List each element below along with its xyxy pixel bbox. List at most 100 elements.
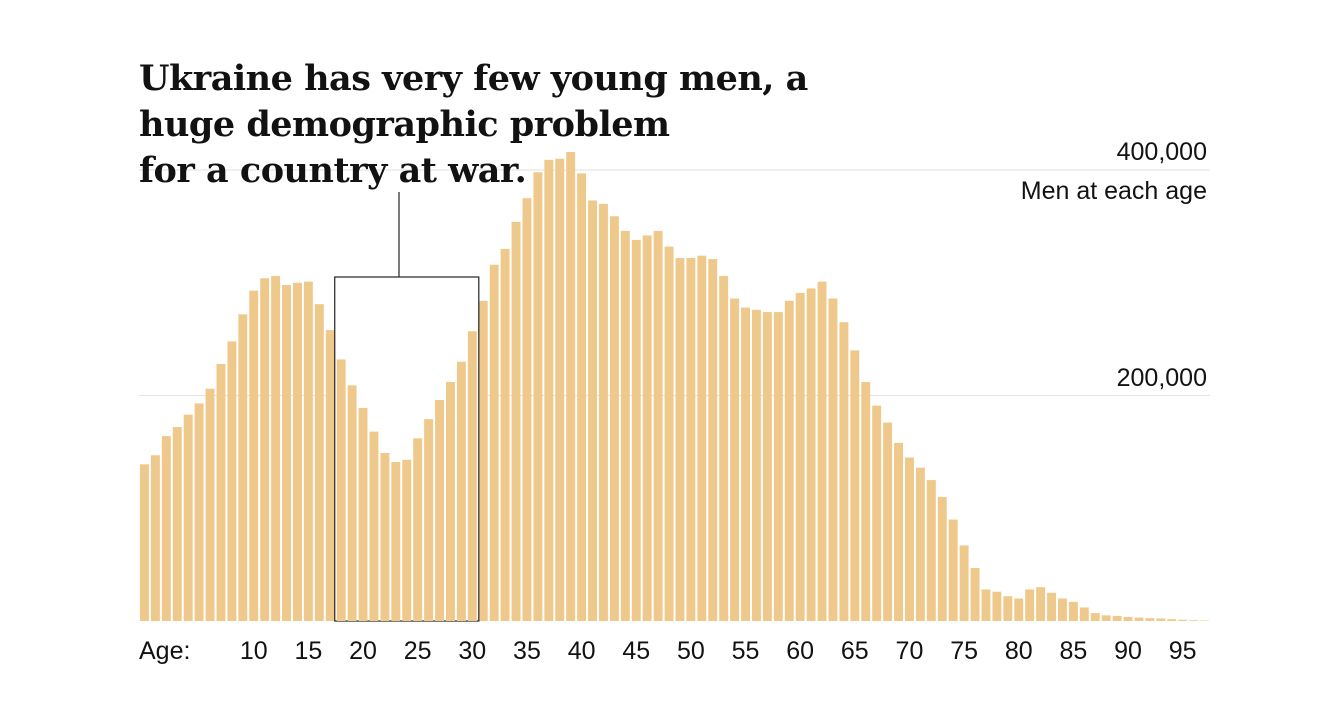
bar-age-58 [773,312,783,621]
bar-age-29 [456,361,466,621]
bar-age-0 [140,464,149,621]
xtick-label-95: 95 [1169,637,1197,665]
bar-age-18 [336,359,346,621]
xtick-label-80: 80 [1005,637,1033,665]
bar-age-82 [1036,587,1046,621]
bar-age-70 [905,457,914,621]
bar-age-45 [631,239,641,621]
bar-age-65 [850,350,860,621]
bar-age-81 [1025,589,1035,621]
bar-age-24 [402,459,412,621]
ytick-label-200000: 200,000 [1117,364,1207,392]
highlighted-bars [336,331,477,621]
bar-age-32 [489,264,499,621]
bar-age-31 [478,300,488,621]
bar-age-12 [271,275,281,621]
bar-age-49 [675,257,685,621]
bar-age-23 [391,462,401,621]
bar-age-39 [566,151,576,621]
bar-age-57 [762,312,772,621]
xtick-label-10: 10 [240,637,268,665]
xtick-label-25: 25 [404,637,432,665]
bar-age-14 [293,282,302,621]
bar-age-9 [238,314,248,621]
bar-age-75 [959,545,969,621]
bar-age-20 [358,407,368,621]
bar-age-44 [620,230,630,621]
bar-age-36 [533,172,543,621]
bar-age-71 [915,467,925,621]
bar-age-79 [1003,596,1013,621]
bar-age-61 [806,288,816,621]
bar-age-80 [1014,598,1024,621]
bar-age-74 [948,519,958,621]
bar-age-60 [795,292,805,621]
bar-age-94 [1167,619,1177,621]
bar-age-93 [1156,618,1166,621]
bar-age-64 [839,322,849,621]
bar-age-63 [828,298,838,621]
bar-age-22 [380,453,390,621]
x-axis-label: Age: [139,637,190,665]
bar-age-85 [1068,601,1078,621]
xtick-label-70: 70 [896,637,924,665]
xtick-label-55: 55 [732,637,760,665]
xtick-label-15: 15 [294,637,322,665]
xtick-label-20: 20 [349,637,377,665]
bar-age-33 [500,248,510,622]
bar-age-51 [697,255,707,621]
bar-age-7 [216,363,226,621]
bar-age-84 [1058,598,1067,621]
bar-age-17 [325,330,335,621]
bar-age-37 [544,159,554,622]
bar-age-35 [522,198,532,621]
bar-age-87 [1090,613,1100,621]
bar-age-11 [260,278,270,621]
bar-age-10 [249,290,259,621]
xtick-label-35: 35 [513,637,541,665]
bar-age-42 [599,203,608,621]
bar-age-91 [1134,617,1144,621]
xtick-label-30: 30 [458,637,486,665]
bar-age-88 [1101,615,1111,621]
xtick-label-40: 40 [568,637,596,665]
xtick-label-75: 75 [950,637,978,665]
bar-age-56 [752,309,761,621]
bar-age-40 [577,173,587,621]
bars [140,151,1209,622]
bar-age-4 [183,414,193,621]
bar-age-54 [730,298,740,621]
bar-age-52 [708,259,718,621]
xtick-label-65: 65 [841,637,869,665]
bar-age-77 [981,589,991,621]
bar-age-69 [894,442,903,621]
bar-age-59 [784,300,794,621]
bar-age-25 [413,438,423,621]
chart-title-line-1: Ukraine has very few young men, a [139,58,808,99]
bar-age-50 [686,257,696,621]
xtick-label-60: 60 [786,637,814,665]
bar-age-19 [347,385,357,621]
bar-age-89 [1112,615,1122,621]
xtick-label-50: 50 [677,637,705,665]
bar-age-16 [314,304,324,621]
bar-age-41 [588,200,597,621]
chart-title-line-2: huge demographic problem [139,104,670,145]
bar-age-21 [369,431,379,621]
bar-age-53 [719,275,729,621]
x-tick-labels: 10 15 20 25 30 35 40 45 50 55 60 65 70 75 80 85 90 95 [240,637,1197,665]
bar-age-73 [937,496,947,621]
bar-age-48 [664,246,674,622]
bar-age-46 [642,235,652,621]
bar-age-86 [1079,607,1089,621]
bar-age-68 [883,422,893,621]
bar-age-5 [194,403,204,621]
xtick-label-45: 45 [622,637,650,665]
ytick-label-400000: 400,000 [1117,138,1207,166]
bar-age-78 [992,591,1002,621]
bar-age-96 [1189,620,1199,621]
bar-age-38 [555,158,565,621]
bar-age-62 [817,281,827,621]
bar-age-13 [282,285,291,621]
